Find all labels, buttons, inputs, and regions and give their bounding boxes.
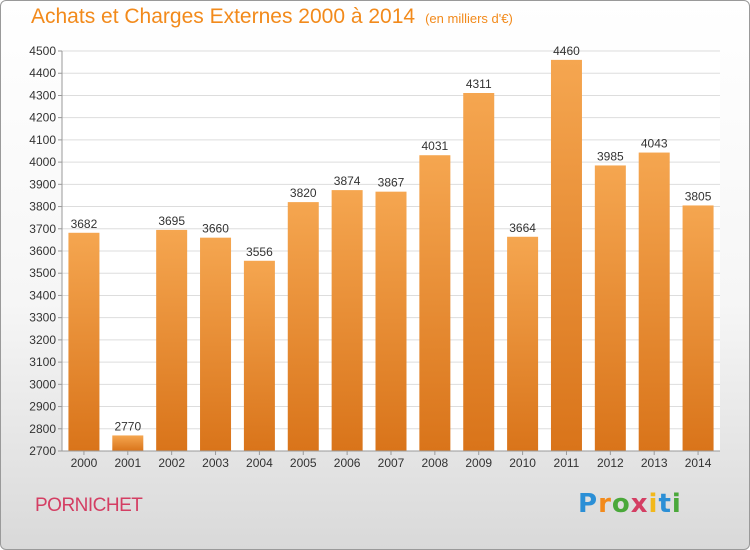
data-label: 3805	[685, 189, 712, 203]
data-label: 2770	[114, 419, 141, 433]
data-label: 3874	[334, 174, 361, 188]
logo-letter: i	[671, 489, 682, 519]
y-tick-label: 4200	[29, 111, 56, 125]
y-tick-label: 3600	[29, 244, 56, 258]
bar	[507, 236, 539, 451]
chart-title: Achats et Charges Externes 2000 à 2014 (e…	[31, 5, 513, 29]
x-tick-label: 2006	[334, 456, 361, 470]
bar	[594, 165, 626, 451]
x-tick-label: 2010	[509, 456, 536, 470]
data-label: 3682	[71, 217, 98, 231]
logo-letter: x	[630, 489, 649, 519]
data-label: 3695	[158, 214, 185, 228]
y-axis-ticks: 2700 2800 2900 3000 3100 3200 3300 3400 3500 3600…	[29, 44, 62, 458]
bar	[112, 435, 144, 451]
logo-letter: t	[658, 489, 672, 519]
x-tick-label: 2012	[597, 456, 624, 470]
data-label: 3867	[378, 176, 405, 190]
x-tick-label: 2000	[71, 456, 98, 470]
data-label: 4311	[466, 77, 492, 91]
chart-subtitle: (en milliers d'€)	[425, 11, 513, 26]
x-tick-label: 2005	[290, 456, 317, 470]
data-label: 3664	[509, 221, 536, 235]
x-tick-label: 2002	[158, 456, 185, 470]
x-tick-label: 2004	[246, 456, 273, 470]
bar	[463, 93, 495, 451]
y-tick-label: 3500	[29, 266, 56, 280]
logo-letter: o	[611, 489, 631, 519]
bar	[287, 202, 319, 451]
bar	[638, 152, 670, 452]
logo-letter: i	[648, 489, 659, 519]
x-tick-label: 2008	[422, 456, 449, 470]
y-tick-label: 3800	[29, 200, 56, 214]
data-label: 3985	[597, 149, 624, 163]
x-tick-label: 2007	[378, 456, 405, 470]
y-tick-label: 3400	[29, 288, 56, 302]
bar	[682, 205, 714, 451]
x-tick-label: 2013	[641, 456, 668, 470]
y-tick-label: 4100	[29, 133, 56, 147]
data-label: 3660	[202, 222, 229, 236]
x-tick-label: 2001	[114, 456, 141, 470]
y-tick-label: 4300	[29, 88, 56, 102]
y-tick-label: 2700	[29, 444, 56, 458]
chart-title-text: Achats et Charges Externes 2000 à 2014	[31, 5, 416, 28]
x-tick-label: 2009	[465, 456, 492, 470]
proxiti-logo: Proxiti	[578, 489, 682, 519]
bar	[331, 190, 363, 451]
y-tick-label: 4000	[29, 155, 56, 169]
logo-letter: P	[578, 489, 599, 519]
data-labels: 3682 2770 3695 3660 3556 3820 3874 3867 4031 4311…	[71, 44, 712, 434]
x-tick-label: 2014	[685, 456, 712, 470]
bar	[156, 229, 188, 451]
y-tick-label: 2900	[29, 400, 56, 414]
bars	[68, 59, 714, 452]
y-tick-label: 3700	[29, 222, 56, 236]
x-axis-ticks: 2000 2001 2002 2003 2004 2005 2006 2007 2008 2009…	[71, 451, 712, 470]
y-tick-label: 2800	[29, 422, 56, 436]
data-label: 3556	[246, 245, 273, 259]
y-tick-label: 3000	[29, 377, 56, 391]
y-tick-label: 3100	[29, 355, 56, 369]
data-label: 4460	[553, 44, 580, 58]
bar	[375, 191, 407, 451]
logo-letter: r	[598, 489, 612, 519]
bar	[550, 59, 582, 452]
y-tick-label: 4500	[29, 44, 56, 58]
x-tick-label: 2011	[554, 456, 580, 470]
y-tick-label: 3200	[29, 333, 56, 347]
y-tick-label: 3300	[29, 311, 56, 325]
y-tick-label: 4400	[29, 66, 56, 80]
data-label: 4031	[422, 139, 449, 153]
city-name: PORNICHET	[35, 495, 143, 516]
bar	[200, 237, 232, 451]
bar	[419, 155, 451, 451]
bar	[68, 232, 100, 451]
x-tick-label: 2003	[202, 456, 229, 470]
data-label: 3820	[290, 186, 317, 200]
bar	[243, 260, 275, 451]
y-tick-label: 3900	[29, 177, 56, 191]
data-label: 4043	[641, 137, 668, 151]
